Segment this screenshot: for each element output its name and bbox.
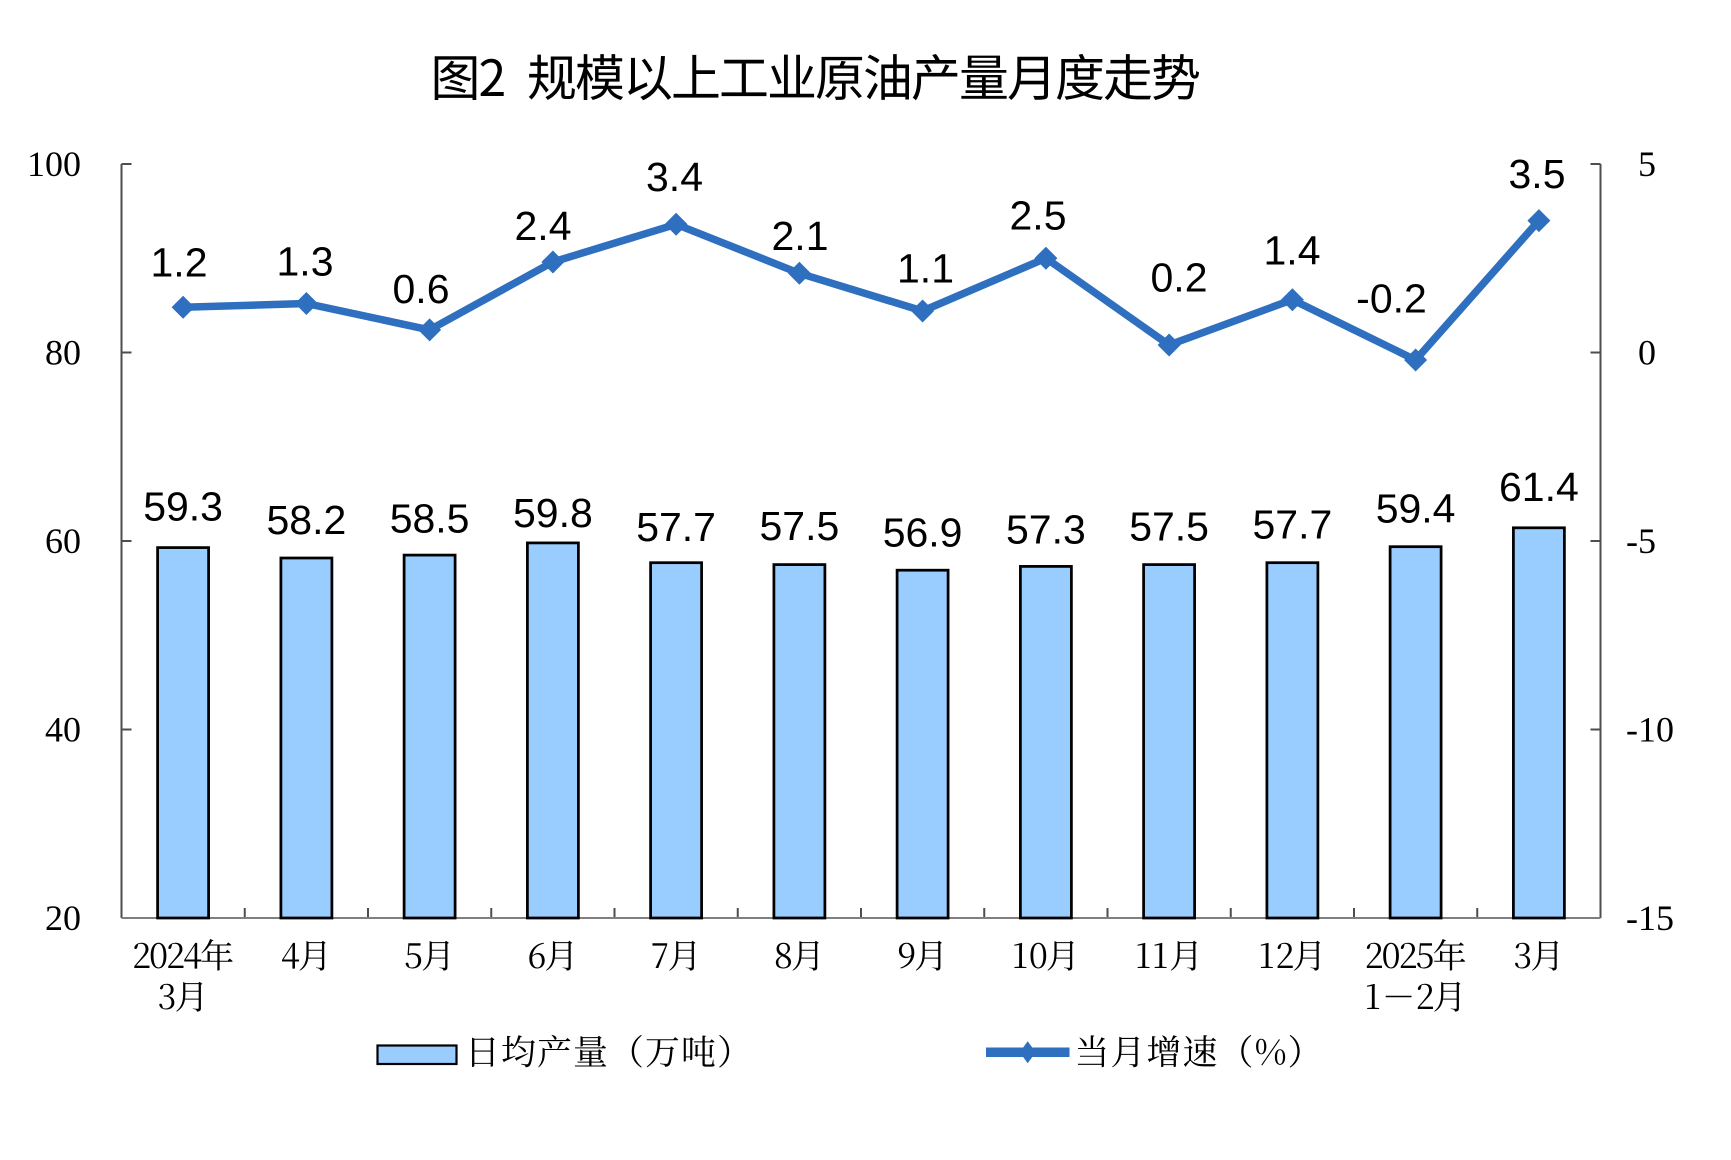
- svg-text:20: 20: [45, 898, 81, 938]
- svg-text:-15: -15: [1626, 898, 1674, 938]
- svg-text:0.2: 0.2: [1151, 255, 1208, 301]
- svg-text:0: 0: [1638, 333, 1656, 373]
- svg-text:57.5: 57.5: [759, 503, 839, 549]
- svg-text:2.4: 2.4: [515, 203, 572, 249]
- svg-text:61.4: 61.4: [1499, 464, 1579, 510]
- svg-text:57.7: 57.7: [1252, 502, 1332, 548]
- svg-text:59.8: 59.8: [513, 490, 593, 536]
- svg-text:58.2: 58.2: [266, 497, 346, 543]
- svg-text:-0.2: -0.2: [1356, 276, 1427, 322]
- svg-text:57.7: 57.7: [636, 504, 716, 550]
- svg-text:60: 60: [45, 521, 81, 561]
- svg-text:57.3: 57.3: [1006, 507, 1086, 553]
- svg-text:2.5: 2.5: [1010, 193, 1067, 239]
- svg-text:2.1: 2.1: [772, 213, 829, 259]
- svg-text:59.3: 59.3: [143, 484, 223, 530]
- svg-text:3.5: 3.5: [1509, 151, 1566, 197]
- svg-text:1.3: 1.3: [277, 239, 334, 285]
- svg-text:40: 40: [45, 710, 81, 750]
- svg-text:59.4: 59.4: [1376, 486, 1456, 532]
- svg-text:-5: -5: [1626, 521, 1656, 561]
- svg-text:1.4: 1.4: [1264, 228, 1321, 274]
- svg-text:1.1: 1.1: [897, 246, 954, 292]
- svg-text:100: 100: [27, 144, 81, 184]
- svg-text:80: 80: [45, 333, 81, 373]
- svg-text:0.6: 0.6: [393, 266, 450, 312]
- svg-text:-10: -10: [1626, 710, 1674, 750]
- svg-text:3.4: 3.4: [646, 154, 703, 200]
- svg-text:5: 5: [1638, 144, 1656, 184]
- svg-text:56.9: 56.9: [883, 510, 963, 556]
- svg-text:1.2: 1.2: [151, 240, 208, 286]
- svg-text:58.5: 58.5: [390, 496, 470, 542]
- svg-text:57.5: 57.5: [1129, 504, 1209, 550]
